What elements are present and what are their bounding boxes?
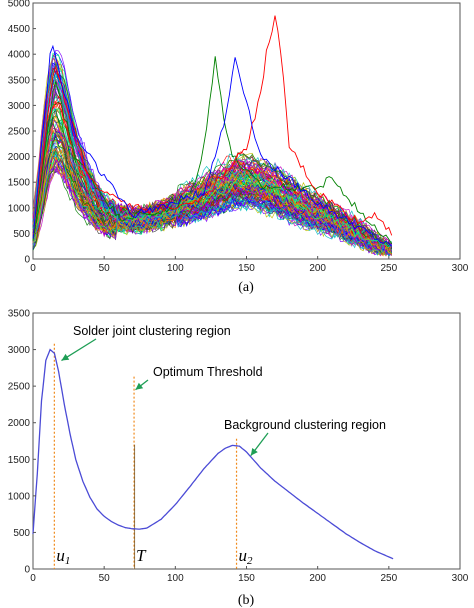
chart-a-y-tick-label: 4500 xyxy=(8,24,31,35)
chart-a-y-tick-label: 500 xyxy=(13,229,30,240)
chart-a-x-ticks: 0 50 100 150 200 250 300 xyxy=(30,256,469,274)
chart-b-y-tick-label: 3000 xyxy=(8,345,31,356)
annotation-arrow-head xyxy=(61,353,70,361)
chart-b-y-tick-label: 1000 xyxy=(8,491,31,502)
chart-a-y-tick-label: 4000 xyxy=(8,50,31,61)
annotation-background: Background clustering region xyxy=(224,418,386,432)
chart-b-annotation-arrows xyxy=(61,338,269,457)
chart-a-y-tick-label: 2500 xyxy=(8,127,31,138)
chart-a-y-tick-label: 0 xyxy=(24,255,30,266)
chart-a-series-line xyxy=(32,44,393,247)
chart-a-y-ticks: 0 500 1000 1500 2000 2500 3000 3500 4000 4500 5000 xyxy=(8,0,36,266)
chart-a-series-line xyxy=(32,130,392,257)
chart-a-series-line xyxy=(32,150,392,248)
chart-b-y-tick-label: 1500 xyxy=(8,455,31,466)
chart-b-x-tick-label: 50 xyxy=(99,573,111,584)
chart-a-series-line xyxy=(32,138,392,251)
chart-b-marker-label: T xyxy=(136,546,147,565)
chart-b-x-tick-label: 100 xyxy=(167,573,184,584)
chart-b-marker-subscript: 2 xyxy=(247,555,253,567)
chart-b-y-tick-label: 0 xyxy=(24,565,30,576)
chart-b-y-tick-label: 2000 xyxy=(8,418,31,429)
chart-b-plot-frame xyxy=(32,312,461,570)
chart-a-series-line xyxy=(32,122,393,256)
annotation-arrow-head xyxy=(250,447,258,456)
chart-b-y-tick-label: 3500 xyxy=(8,309,31,320)
chart-a-x-tick-label: 150 xyxy=(238,263,255,274)
chart-a-x-tick-label: 300 xyxy=(452,263,469,274)
chart-b-series-line xyxy=(32,348,394,560)
chart-a-series-line xyxy=(32,15,393,236)
chart-b-marker-label: u2 xyxy=(239,546,254,567)
chart-b-marker-subscript: 1 xyxy=(65,555,71,567)
chart-a-y-tick-label: 3000 xyxy=(8,101,31,112)
chart-a-series-line xyxy=(32,159,392,251)
chart-a-y-tick-label: 5000 xyxy=(8,0,31,10)
chart-b-marker-label: u1 xyxy=(56,546,70,567)
chart-b-x-tick-label: 300 xyxy=(452,573,469,584)
chart-b-x-tick-label: 200 xyxy=(309,573,326,584)
chart-b-x-tick-label: 0 xyxy=(30,573,36,584)
chart-b-x-ticks: 0 50 100 150 200 250 300 xyxy=(30,566,469,584)
chart-a-x-tick-label: 250 xyxy=(380,263,397,274)
annotation-optimum-threshold: Optimum Threshold xyxy=(153,365,263,379)
chart-b-annotations: Solder joint clustering region Optimum T… xyxy=(73,324,386,432)
chart-a-y-tick-label: 1500 xyxy=(8,178,31,189)
chart-a-x-tick-label: 200 xyxy=(309,263,326,274)
chart-a-caption: (a) xyxy=(238,280,254,295)
annotation-solder-joint: Solder joint clustering region xyxy=(73,324,231,338)
chart-a-x-tick-label: 0 xyxy=(30,263,36,274)
chart-b-y-tick-label: 500 xyxy=(13,528,30,539)
chart-a-y-tick-label: 3500 xyxy=(8,75,31,86)
chart-a-x-tick-label: 100 xyxy=(167,263,184,274)
chart-a-y-tick-label: 1000 xyxy=(8,203,31,214)
annotation-arrow-head xyxy=(135,382,144,390)
chart-a-series-line xyxy=(32,57,392,252)
chart-b-y-ticks: 0 500 1000 1500 2000 2500 3000 3500 xyxy=(8,309,36,576)
chart-a-series-group xyxy=(32,15,393,257)
chart-a-series-line xyxy=(32,62,393,249)
chart-b-caption: (b) xyxy=(238,593,255,608)
chart-a-x-tick-label: 50 xyxy=(99,263,111,274)
chart-a-y-tick-label: 2000 xyxy=(8,152,31,163)
chart-b-x-tick-label: 150 xyxy=(238,573,255,584)
chart-a-series-line xyxy=(32,67,393,255)
chart-b-marker-lines xyxy=(53,343,238,569)
chart-a-series-line xyxy=(32,56,393,245)
chart-b-x-tick-label: 250 xyxy=(380,573,397,584)
chart-a-series-line xyxy=(32,159,392,256)
chart-b-y-tick-label: 2500 xyxy=(8,382,31,393)
chart-a: 0500100015002000250030003500400045005000… xyxy=(8,0,469,295)
